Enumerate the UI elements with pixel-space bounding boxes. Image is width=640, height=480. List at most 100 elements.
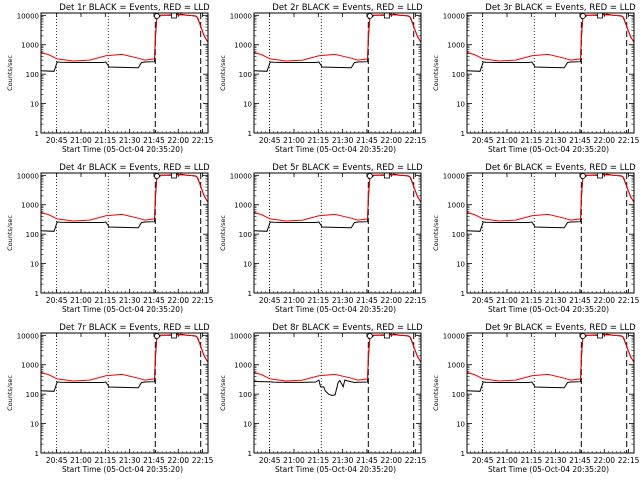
series-group <box>254 13 421 72</box>
events-series-line <box>254 13 421 72</box>
y-tick-label: 10 <box>456 261 465 269</box>
x-tick-label: 21:00 <box>283 296 305 305</box>
x-tick-label: 22:15 <box>405 456 427 465</box>
x-tick-label: 21:15 <box>95 136 117 145</box>
x-tick-label: 21:30 <box>545 456 567 465</box>
circle-marker <box>580 13 586 19</box>
x-tick-label: 22:15 <box>618 456 640 465</box>
x-tick-label: 21:00 <box>283 136 305 145</box>
y-tick-label: 100 <box>452 391 465 399</box>
plot-frame <box>253 12 422 134</box>
y-axis-label: Counts/sec <box>6 55 14 91</box>
y-axis-label: Counts/sec <box>6 375 14 411</box>
y-tick-label: 1000 <box>447 362 465 370</box>
y-tick-label: 10000 <box>443 12 465 20</box>
events-series-line <box>41 333 208 392</box>
y-tick-label: 100 <box>26 71 39 79</box>
x-tick-label: 22:15 <box>192 296 214 305</box>
y-tick-label: 10000 <box>443 172 465 180</box>
circle-marker <box>154 333 160 339</box>
y-axis-label: Counts/sec <box>219 55 227 91</box>
lld-series-line <box>254 14 421 62</box>
x-tick-label: 21:45 <box>143 456 165 465</box>
x-tick-label: 22:15 <box>405 296 427 305</box>
plot-frame <box>253 172 422 294</box>
x-axis-label: Start Time (05-Oct-04 20:35:20) <box>62 465 183 474</box>
y-tick-label: 1000 <box>21 42 39 50</box>
x-tick-label: 21:15 <box>521 136 543 145</box>
y-tick-label: 10 <box>30 261 39 269</box>
x-tick-label: 22:00 <box>593 296 615 305</box>
lld-series-line <box>254 174 421 222</box>
chart-title: Det 6r BLACK = Events, RED = LLD <box>485 163 636 173</box>
y-axis-label: Counts/sec <box>6 215 14 251</box>
y-tick-label: 1 <box>461 290 465 298</box>
y-tick-label: 1 <box>248 130 252 138</box>
x-tick-label: 21:15 <box>95 296 117 305</box>
x-axis-label: Start Time (05-Oct-04 20:35:20) <box>275 305 396 314</box>
x-axis-label: Start Time (05-Oct-04 20:35:20) <box>275 465 396 474</box>
y-tick-label: 1 <box>35 290 39 298</box>
y-tick-label: 1000 <box>234 42 252 50</box>
square-marker <box>597 12 603 19</box>
y-tick-label: 1000 <box>447 42 465 50</box>
x-tick-label: 22:00 <box>593 456 615 465</box>
events-series-line <box>467 333 634 392</box>
square-marker <box>597 332 603 339</box>
circle-marker <box>154 13 160 19</box>
y-tick-label: 1000 <box>21 202 39 210</box>
x-tick-label: 21:30 <box>119 296 141 305</box>
x-tick-label: 22:00 <box>380 456 402 465</box>
x-tick-label: 21:30 <box>332 136 354 145</box>
y-tick-label: 10 <box>30 101 39 109</box>
x-tick-label: 22:00 <box>167 296 189 305</box>
plot-frame <box>40 172 209 294</box>
square-marker <box>171 332 177 339</box>
circle-marker <box>580 173 586 179</box>
series-group <box>467 173 634 232</box>
y-tick-label: 10 <box>243 421 252 429</box>
chart-panel-1: Det 1r BLACK = Events, RED = LLD Counts/s… <box>6 3 214 154</box>
y-tick-label: 100 <box>452 231 465 239</box>
y-tick-label: 10 <box>456 101 465 109</box>
x-tick-label: 20:45 <box>472 136 494 145</box>
circle-marker <box>154 173 160 179</box>
x-tick-label: 20:45 <box>472 296 494 305</box>
plot-frame <box>466 172 635 294</box>
series-group <box>254 333 421 397</box>
y-axis-label: Counts/sec <box>432 215 440 251</box>
x-tick-label: 21:15 <box>521 296 543 305</box>
lld-series-line <box>41 174 208 222</box>
y-axis-label: Counts/sec <box>219 375 227 411</box>
x-tick-label: 21:45 <box>569 456 591 465</box>
series-group <box>254 173 421 232</box>
plot-frame <box>40 12 209 134</box>
chart-title: Det 4r BLACK = Events, RED = LLD <box>59 163 210 173</box>
x-tick-label: 21:00 <box>283 456 305 465</box>
y-tick-label: 100 <box>26 231 39 239</box>
chart-panel-7: Det 7r BLACK = Events, RED = LLD Counts/s… <box>6 323 214 474</box>
x-tick-label: 21:15 <box>308 296 330 305</box>
square-marker <box>171 12 177 19</box>
plot-frame <box>253 332 422 454</box>
y-tick-label: 1 <box>248 450 252 458</box>
chart-title: Det 2r BLACK = Events, RED = LLD <box>272 3 423 13</box>
chart-panel-5: Det 5r BLACK = Events, RED = LLD Counts/s… <box>219 163 427 314</box>
x-tick-label: 21:45 <box>569 296 591 305</box>
chart-title: Det 3r BLACK = Events, RED = LLD <box>485 3 636 13</box>
lld-series-line <box>467 334 634 382</box>
y-tick-label: 10000 <box>17 12 39 20</box>
events-series-line <box>41 13 208 72</box>
y-tick-label: 1 <box>35 130 39 138</box>
square-marker <box>384 172 390 179</box>
x-axis-label: Start Time (05-Oct-04 20:35:20) <box>275 145 396 154</box>
x-tick-label: 21:45 <box>356 456 378 465</box>
chart-title: Det 7r BLACK = Events, RED = LLD <box>59 323 210 333</box>
x-tick-label: 22:15 <box>192 136 214 145</box>
x-axis-label: Start Time (05-Oct-04 20:35:20) <box>62 145 183 154</box>
chart-title: Det 9r BLACK = Events, RED = LLD <box>485 323 636 333</box>
y-tick-label: 1 <box>461 450 465 458</box>
y-tick-label: 10000 <box>230 12 252 20</box>
y-tick-label: 100 <box>452 71 465 79</box>
lld-series-line <box>254 334 421 382</box>
